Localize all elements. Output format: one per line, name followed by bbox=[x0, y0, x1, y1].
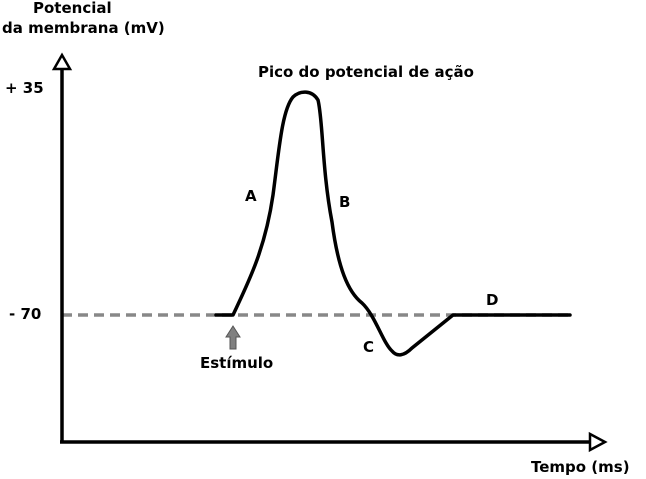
y-axis-arrowhead bbox=[51, 52, 73, 71]
y-tick-top: + 35 bbox=[5, 79, 44, 97]
action-potential-curve bbox=[214, 90, 572, 357]
phase-d-label: D bbox=[486, 291, 499, 309]
x-axis-label: Tempo (ms) bbox=[531, 458, 630, 476]
phase-b-label: B bbox=[339, 193, 351, 211]
x-axis-arrowhead bbox=[588, 431, 608, 453]
phase-c-label: C bbox=[363, 338, 375, 356]
y-axis-label-line1: Potencial bbox=[33, 0, 112, 17]
peak-label: Pico do potencial de ação bbox=[258, 63, 474, 81]
y-axis-label-line2: da membrana (mV) bbox=[2, 19, 165, 37]
stimulus-arrow-icon bbox=[225, 325, 241, 350]
stimulus-label: Estímulo bbox=[200, 354, 274, 372]
phase-a-label: A bbox=[245, 187, 257, 205]
y-tick-rest: - 70 bbox=[9, 305, 42, 323]
